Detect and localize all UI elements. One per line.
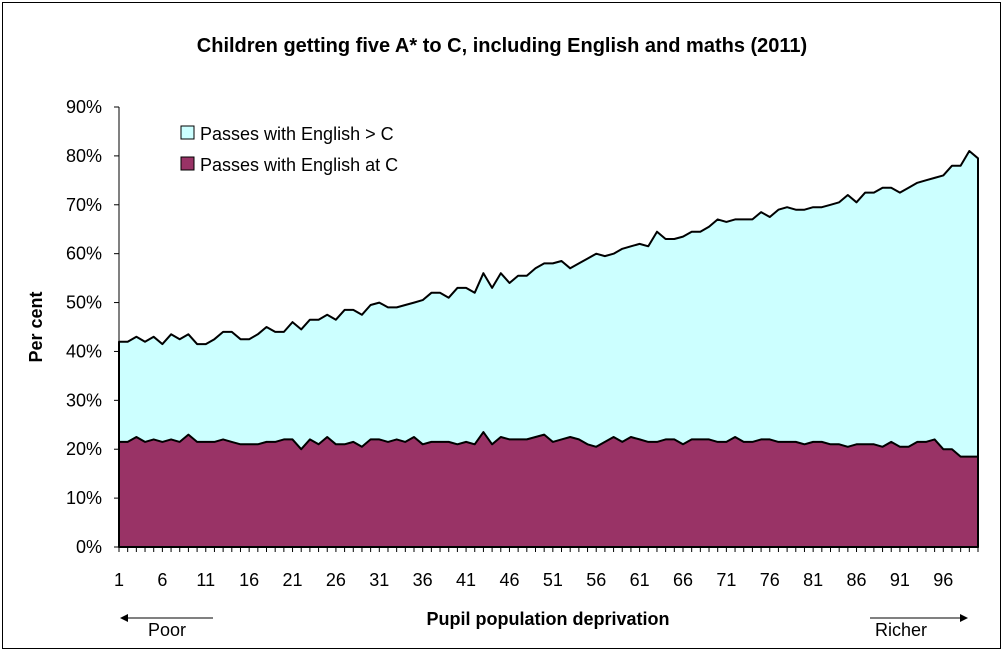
x-tick-label: 61 bbox=[630, 570, 650, 590]
right-arrow-icon bbox=[960, 614, 968, 622]
x-tick-label: 51 bbox=[543, 570, 563, 590]
legend-label-at-c: Passes with English at C bbox=[200, 155, 398, 175]
legend: Passes with English > C Passes with Engl… bbox=[180, 124, 398, 175]
x-tick-label: 26 bbox=[326, 570, 346, 590]
x-tick-label: 6 bbox=[157, 570, 167, 590]
y-axis-title: Per cent bbox=[26, 291, 46, 362]
x-tick-label: 31 bbox=[369, 570, 389, 590]
y-tick-label: 0% bbox=[76, 537, 102, 557]
left-arrow-icon bbox=[120, 614, 128, 622]
area-series-at-c bbox=[118, 431, 979, 548]
x-tick-label: 11 bbox=[196, 570, 215, 590]
y-tick-label: 10% bbox=[66, 488, 102, 508]
richer-annotation: Richer bbox=[870, 614, 968, 640]
x-tick-label: 86 bbox=[847, 570, 867, 590]
x-tick-label: 81 bbox=[803, 570, 823, 590]
x-tick-label: 1 bbox=[114, 570, 124, 590]
x-tick-label: 71 bbox=[716, 570, 736, 590]
poor-label: Poor bbox=[148, 620, 186, 640]
y-tick-label: 60% bbox=[66, 244, 102, 264]
x-tick-label: 56 bbox=[586, 570, 606, 590]
y-tick-label: 80% bbox=[66, 146, 102, 166]
x-tick-label: 46 bbox=[499, 570, 519, 590]
x-tick-label: 66 bbox=[673, 570, 693, 590]
x-tick-label: 41 bbox=[456, 570, 476, 590]
legend-swatch-at-c bbox=[180, 156, 195, 171]
y-tick-label: 70% bbox=[66, 195, 102, 215]
chart-title: Children getting five A* to C, including… bbox=[197, 35, 807, 57]
x-tick-label: 21 bbox=[283, 570, 303, 590]
richer-label: Richer bbox=[875, 620, 927, 640]
y-tick-label: 20% bbox=[66, 439, 102, 459]
x-tick-label: 76 bbox=[760, 570, 780, 590]
x-tick-label: 91 bbox=[890, 570, 910, 590]
y-tick-label: 40% bbox=[66, 341, 102, 361]
legend-swatch-above-c bbox=[180, 125, 195, 140]
y-tick-label: 50% bbox=[66, 293, 102, 313]
x-axis-title: Pupil population deprivation bbox=[427, 609, 670, 629]
x-tick-label: 36 bbox=[413, 570, 433, 590]
poor-annotation: Poor bbox=[120, 614, 213, 640]
x-tick-label: 16 bbox=[239, 570, 259, 590]
y-tick-label: 90% bbox=[66, 97, 102, 117]
y-tick-label: 30% bbox=[66, 390, 102, 410]
legend-label-above-c: Passes with English > C bbox=[200, 124, 394, 144]
x-tick-label: 96 bbox=[933, 570, 953, 590]
